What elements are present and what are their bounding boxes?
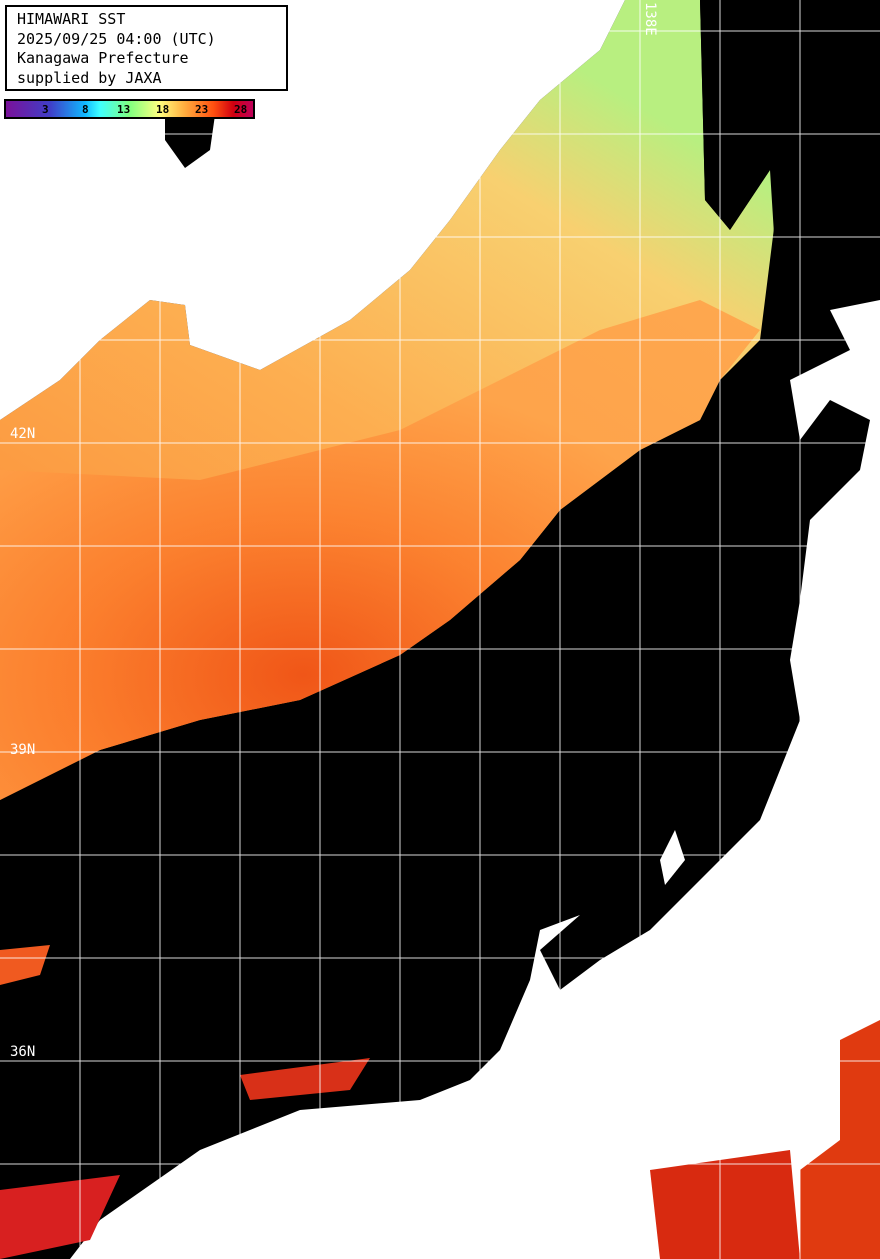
datetime: 2025/09/25 04:00 (UTC) <box>17 29 216 48</box>
scale-tick: 3 <box>42 103 49 116</box>
sea-patch-mid <box>240 1058 370 1100</box>
scale-tick: 8 <box>82 103 89 116</box>
lat-label-36n: 36N <box>10 1044 36 1060</box>
sea-surface-warm <box>0 300 760 800</box>
sea-patch-left <box>0 945 50 985</box>
scale-tick: 28 <box>234 103 248 116</box>
sea-patch-east <box>800 1020 880 1259</box>
cloud-top-right <box>700 0 880 330</box>
land-honshu <box>70 300 880 1259</box>
sea-patch-west <box>0 1175 120 1259</box>
region: Kanagawa Prefecture <box>17 49 189 67</box>
lat-label-39n: 39N <box>10 742 36 758</box>
sea-patch-south <box>650 1150 800 1259</box>
color-scale-bar: 3 8 13 18 23 28 <box>4 99 255 119</box>
scale-tick: 18 <box>156 103 170 116</box>
lon-label-138e: 138E <box>642 2 658 36</box>
credit: supplied by JAXA <box>17 68 162 87</box>
lat-label-42n: 42N <box>10 426 36 442</box>
title-box: HIMAWARI SST 2025/09/25 04:00 (UTC) Kana… <box>5 5 288 91</box>
land-island-sado <box>660 830 685 885</box>
title: HIMAWARI SST <box>17 10 126 28</box>
scale-tick: 13 <box>117 103 131 116</box>
scale-tick: 23 <box>195 103 209 116</box>
island <box>165 115 215 168</box>
